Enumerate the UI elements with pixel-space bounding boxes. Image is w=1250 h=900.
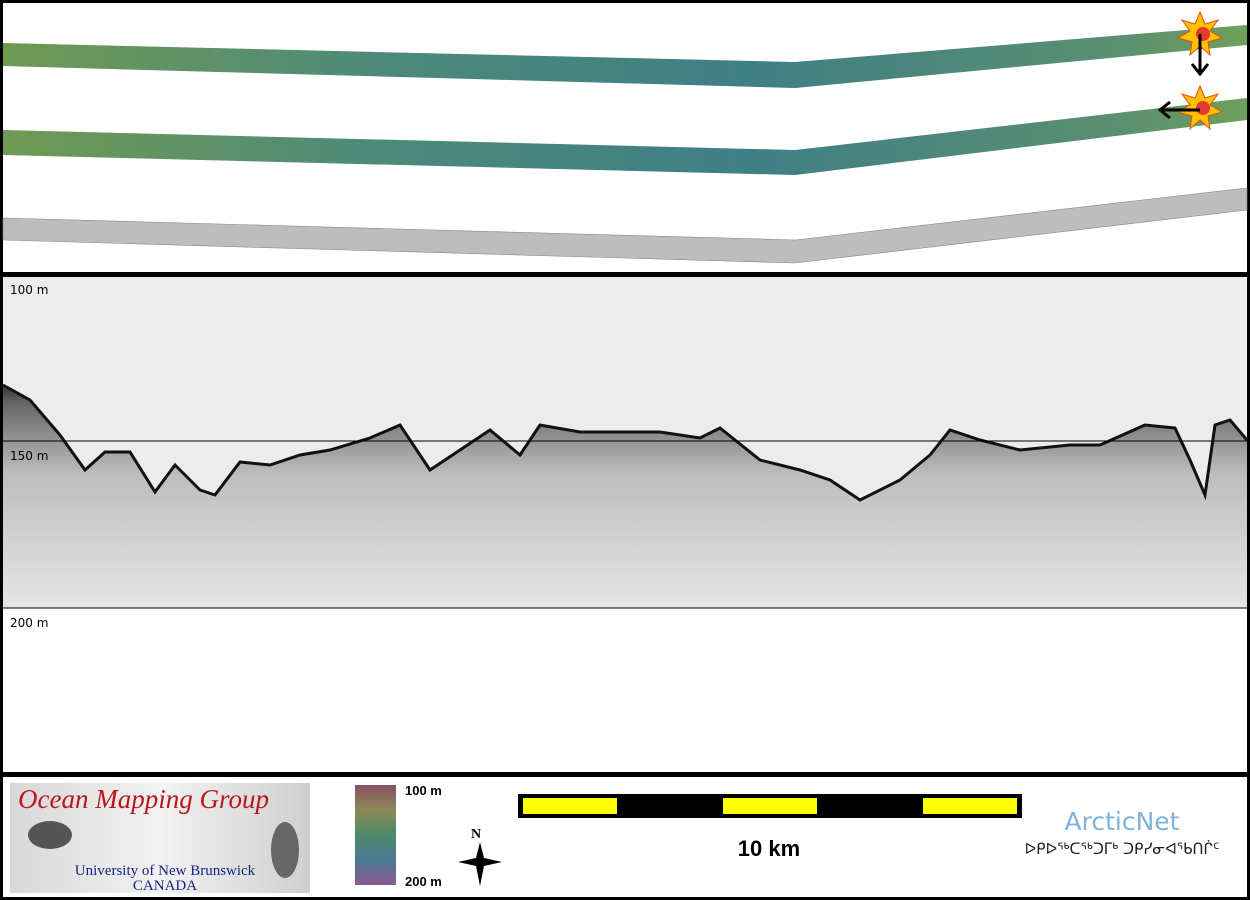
partner-name: ArcticNet [1065,807,1180,836]
colorbar-label: 100 m [405,783,442,798]
partner-syllabics: ᐅᑭᐅᖅᑕᖅᑐᒥᒃ ᑐᑭᓯᓂᐊᖃᑎᒌᑦ [1025,840,1220,858]
colorbar [355,785,396,885]
scale-label: 10 km [738,836,800,861]
position-marker [1157,84,1224,131]
logo-title: Ocean Mapping Group [18,784,269,814]
north-arrow [458,842,502,886]
colorbar-label: 200 m [405,874,442,889]
swath-strip [3,98,1247,175]
depth-label: 200 m [10,616,48,630]
swath-strip [3,25,1247,88]
north-label: N [471,827,481,842]
seabed-echo [3,385,1247,608]
swath-strip [2,187,1248,264]
position-marker [1176,10,1224,77]
logo-university: University of New Brunswick [75,863,256,879]
scale-segment [923,798,1017,814]
logo-image [28,821,72,849]
seabed-line [2,383,1249,502]
scale-segment [723,798,817,814]
logo-image [271,822,299,878]
depth-label: 100 m [10,283,48,297]
depth-label: 150 m [10,449,48,463]
scale-segment [523,798,617,814]
logo-country: CANADA [133,878,197,894]
